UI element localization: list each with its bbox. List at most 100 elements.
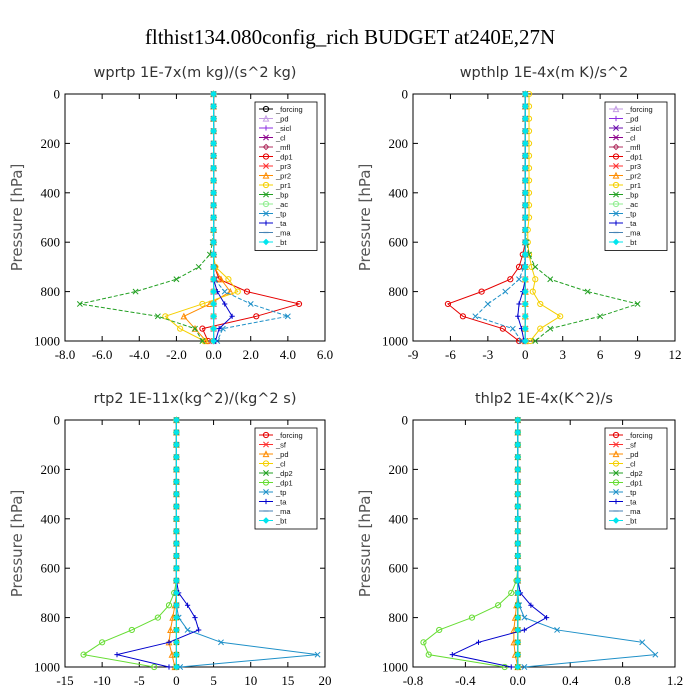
data-point <box>514 601 522 609</box>
panel-wpthlp: wpthlp 1E-4x(m K)/s^2 Pressure [hPa] 0 200 4… <box>356 65 682 362</box>
legend-swatch-marker <box>612 517 620 524</box>
series-pr1 <box>524 90 564 345</box>
data-point <box>557 313 564 320</box>
legend-label: _tp <box>625 209 636 218</box>
data-point <box>521 238 529 246</box>
legend-label: _dp1 <box>625 152 643 161</box>
x-tick-label: -0.8 <box>403 673 424 688</box>
legend-label: _ma <box>275 228 291 237</box>
data-point <box>544 615 550 621</box>
legend-swatch-marker <box>262 450 270 458</box>
data-point <box>514 663 522 671</box>
data-point <box>514 453 522 461</box>
data-point <box>521 177 529 184</box>
data-point <box>210 275 217 283</box>
panel-title: wpthlp 1E-4x(m K)/s^2 <box>460 65 629 81</box>
data-point <box>173 527 180 535</box>
data-point <box>547 276 554 283</box>
legend-swatch-marker <box>263 134 269 141</box>
legend-label: _sf <box>275 440 287 449</box>
legend-swatch-marker <box>612 450 620 458</box>
series-line <box>527 94 562 342</box>
data-point <box>210 90 217 98</box>
data-point <box>521 251 529 258</box>
y-axis-label: Pressure [hPa] <box>8 164 26 272</box>
data-point <box>173 441 180 449</box>
data-point <box>508 664 514 670</box>
plot-frame <box>412 93 676 342</box>
legend-swatch-marker <box>612 143 620 151</box>
data-point <box>222 301 228 307</box>
series-bt <box>173 416 180 671</box>
legend-label: _pd <box>625 450 639 459</box>
x-tick-label: 6.0 <box>317 347 333 362</box>
legend: _forcing_sf_pd_cl_dp2_dp1_tp_ta_ma_bt <box>254 427 318 530</box>
legend-label: _ta <box>275 219 287 228</box>
legend-label: _pr1 <box>625 181 641 190</box>
series-dp1 <box>80 416 180 671</box>
data-point <box>165 602 173 609</box>
data-point <box>199 338 206 344</box>
data-point <box>154 313 161 320</box>
data-point <box>634 300 641 307</box>
data-point <box>173 515 180 523</box>
y-tick-label: 200 <box>389 136 409 151</box>
legend-label: _cl <box>275 459 286 468</box>
data-point <box>173 478 180 486</box>
x-tick-label: 1.2 <box>667 673 683 688</box>
data-point <box>532 263 539 270</box>
data-point <box>201 337 208 345</box>
figure-title: flthist134.080config_rich BUDGET at240E,… <box>145 25 555 49</box>
data-point <box>521 337 529 345</box>
data-point <box>521 103 529 110</box>
legend-swatch-marker <box>262 181 270 189</box>
x-tick-label: 4.0 <box>280 347 296 362</box>
legend-swatch-marker <box>263 163 269 169</box>
x-tick-label: -9 <box>408 347 419 362</box>
data-point <box>167 626 174 634</box>
data-point <box>221 288 228 295</box>
data-point <box>173 490 180 498</box>
x-tick-label: 0.8 <box>614 673 630 688</box>
data-point <box>514 478 522 486</box>
y-tick-label: 400 <box>41 185 61 200</box>
data-point <box>516 301 522 307</box>
data-point <box>514 626 522 634</box>
legend-swatch-marker <box>612 238 620 246</box>
data-point <box>195 263 202 270</box>
data-point <box>514 503 522 510</box>
data-point <box>173 552 180 560</box>
data-point <box>514 564 522 572</box>
data-point <box>80 651 87 658</box>
data-point <box>210 103 217 110</box>
legend-label: _pr3 <box>275 162 291 171</box>
data-point <box>184 626 191 633</box>
y-tick-label: 400 <box>41 511 61 526</box>
y-tick-label: 600 <box>41 561 61 576</box>
legend-label: _cl <box>275 133 286 142</box>
data-point <box>508 589 515 597</box>
x-tick-label: -8.0 <box>55 347 76 362</box>
data-point <box>514 490 522 498</box>
data-point <box>210 177 217 184</box>
x-tick-label: 5 <box>210 673 217 688</box>
data-point <box>420 639 427 646</box>
data-point <box>196 627 202 633</box>
legend-label: _pd <box>625 114 639 123</box>
data-point <box>210 189 217 197</box>
x-tick-label: 0.0 <box>510 673 526 688</box>
legend-label: _pd <box>275 450 289 459</box>
legend-swatch-marker <box>263 498 269 505</box>
y-tick-label: 600 <box>389 235 409 250</box>
data-point <box>521 189 529 197</box>
data-point <box>515 313 521 319</box>
x-tick-label: 20 <box>319 673 332 688</box>
data-point <box>210 288 217 295</box>
data-point <box>509 325 516 332</box>
data-point <box>166 639 172 645</box>
legend-swatch-marker <box>262 114 270 122</box>
series-line <box>446 94 526 342</box>
y-tick-label: 0 <box>402 87 409 102</box>
x-tick-label: -5 <box>134 673 145 688</box>
x-tick-label: 0.4 <box>562 673 579 688</box>
